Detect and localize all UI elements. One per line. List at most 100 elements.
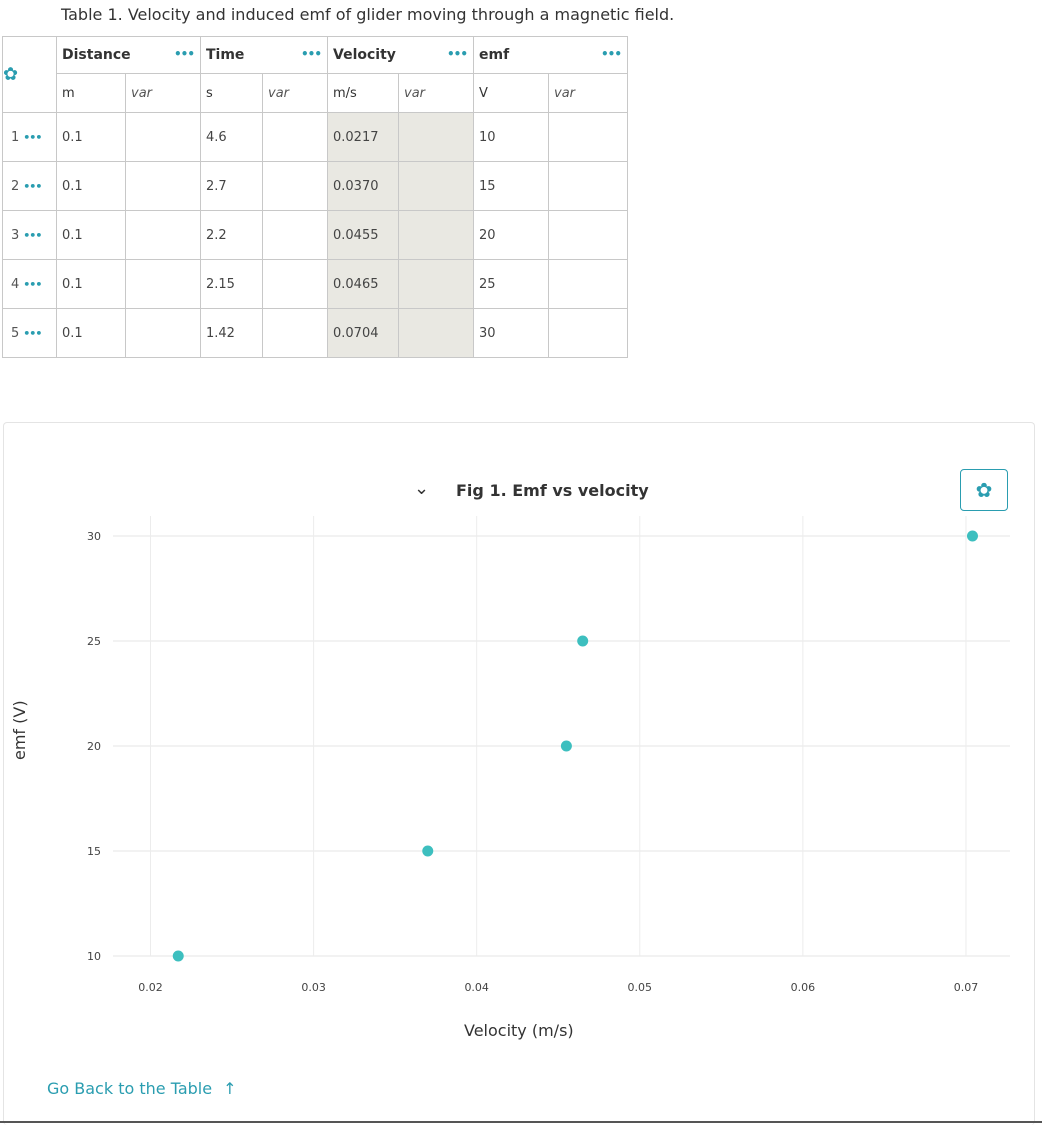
go-back-link[interactable]: Go Back to the Table ↑ — [47, 1079, 237, 1098]
row-menu-icon[interactable]: ••• — [23, 326, 42, 340]
column-menu-icon[interactable]: ••• — [300, 47, 322, 61]
column-header-velocity[interactable]: Velocity ••• — [327, 36, 474, 74]
var-cell[interactable]: var — [262, 73, 328, 113]
var-data-cell[interactable] — [125, 112, 201, 162]
header-row-units: m var s var m/s var V var — [3, 73, 628, 113]
data-cell[interactable]: 0.0704 — [327, 308, 399, 358]
var-data-cell[interactable] — [548, 210, 628, 260]
data-cell[interactable]: 25 — [473, 259, 549, 309]
data-cell[interactable]: 10 — [473, 112, 549, 162]
var-data-cell[interactable] — [262, 308, 328, 358]
y-tick-label: 15 — [87, 845, 101, 858]
var-data-cell[interactable] — [548, 161, 628, 211]
data-cell[interactable]: 2.15 — [200, 259, 263, 309]
var-data-cell[interactable] — [262, 161, 328, 211]
row-number-cell[interactable]: 5 ••• — [2, 308, 57, 358]
data-cell[interactable]: 2.2 — [200, 210, 263, 260]
x-tick-label: 0.03 — [301, 981, 326, 994]
x-tick-label: 0.04 — [464, 981, 489, 994]
var-data-cell[interactable] — [125, 161, 201, 211]
data-cell[interactable]: 0.1 — [56, 161, 126, 211]
x-tick-label: 0.02 — [138, 981, 163, 994]
row-number-cell[interactable]: 2 ••• — [2, 161, 57, 211]
unit-cell[interactable]: m — [56, 73, 126, 113]
var-data-cell[interactable] — [398, 112, 474, 162]
var-cell[interactable]: var — [125, 73, 201, 113]
row-number-cell[interactable]: 4 ••• — [2, 259, 57, 309]
table-row: 1 ••• 0.1 4.6 0.0217 10 — [2, 112, 628, 162]
x-tick-label: 0.05 — [628, 981, 653, 994]
arrow-up-icon: ↑ — [223, 1079, 237, 1098]
row-number: 3 — [11, 227, 20, 243]
data-point[interactable] — [577, 635, 589, 647]
row-number: 1 — [11, 129, 20, 145]
var-data-cell[interactable] — [262, 112, 328, 162]
data-point[interactable] — [172, 950, 184, 962]
data-cell[interactable]: 4.6 — [200, 112, 263, 162]
var-data-cell[interactable] — [548, 259, 628, 309]
row-menu-icon[interactable]: ••• — [23, 277, 42, 291]
go-back-label: Go Back to the Table — [47, 1079, 213, 1098]
var-data-cell[interactable] — [398, 210, 474, 260]
unit-cell[interactable]: s — [200, 73, 263, 113]
data-cell[interactable]: 1.42 — [200, 308, 263, 358]
data-cell[interactable]: 0.1 — [56, 259, 126, 309]
var-data-cell[interactable] — [398, 308, 474, 358]
data-cell[interactable]: 0.0465 — [327, 259, 399, 309]
var-cell[interactable]: var — [548, 73, 628, 113]
var-data-cell[interactable] — [125, 308, 201, 358]
data-point[interactable] — [560, 740, 572, 752]
row-menu-icon[interactable]: ••• — [23, 130, 42, 144]
var-data-cell[interactable] — [125, 259, 201, 309]
y-axis-label: emf (V) — [10, 700, 29, 760]
column-menu-icon[interactable]: ••• — [446, 47, 468, 61]
column-header-emf[interactable]: emf ••• — [473, 36, 628, 74]
var-cell[interactable]: var — [398, 73, 474, 113]
column-menu-icon[interactable]: ••• — [600, 47, 622, 61]
data-point[interactable] — [422, 845, 434, 857]
var-data-cell[interactable] — [548, 308, 628, 358]
x-tick-label: 0.06 — [791, 981, 816, 994]
column-header-time[interactable]: Time ••• — [200, 36, 328, 74]
row-number: 2 — [11, 178, 20, 194]
data-cell[interactable]: 20 — [473, 210, 549, 260]
data-cell[interactable]: 15 — [473, 161, 549, 211]
row-number-cell[interactable]: 3 ••• — [2, 210, 57, 260]
data-table: ✿ Distance ••• Time ••• Velocity ••• emf •••… — [2, 36, 628, 358]
var-data-cell[interactable] — [262, 259, 328, 309]
data-cell[interactable]: 30 — [473, 308, 549, 358]
data-cell[interactable]: 0.0217 — [327, 112, 399, 162]
data-cell[interactable]: 2.7 — [200, 161, 263, 211]
var-data-cell[interactable] — [398, 259, 474, 309]
y-tick-label: 30 — [87, 530, 101, 543]
column-name: Distance — [62, 47, 131, 63]
row-menu-icon[interactable]: ••• — [23, 179, 42, 193]
var-data-cell[interactable] — [398, 161, 474, 211]
data-cell[interactable]: 0.1 — [56, 210, 126, 260]
var-data-cell[interactable] — [262, 210, 328, 260]
table-settings-gear-icon[interactable]: ✿ — [2, 36, 57, 113]
x-axis-label: Velocity (m/s) — [464, 1021, 574, 1040]
row-number: 5 — [11, 325, 20, 341]
data-cell[interactable]: 0.1 — [56, 112, 126, 162]
chevron-down-icon[interactable]: ⌄ — [414, 478, 430, 499]
unit-cell[interactable]: V — [473, 73, 549, 113]
data-cell[interactable]: 0.0370 — [327, 161, 399, 211]
chart-settings-gear-icon[interactable]: ✿ — [960, 469, 1008, 511]
row-menu-icon[interactable]: ••• — [23, 228, 42, 242]
data-cell[interactable]: 0.0455 — [327, 210, 399, 260]
x-tick-label: 0.07 — [954, 981, 979, 994]
column-header-distance[interactable]: Distance ••• — [56, 36, 201, 74]
data-point[interactable] — [966, 530, 978, 542]
row-number-cell[interactable]: 1 ••• — [2, 112, 57, 162]
column-menu-icon[interactable]: ••• — [173, 47, 195, 61]
data-cell[interactable]: 0.1 — [56, 308, 126, 358]
var-data-cell[interactable] — [125, 210, 201, 260]
table-caption: Table 1. Velocity and induced emf of gli… — [61, 5, 675, 24]
figure-panel — [3, 422, 1035, 1125]
figure-title: Fig 1. Emf vs velocity — [456, 481, 649, 500]
unit-cell[interactable]: m/s — [327, 73, 399, 113]
column-name: Velocity — [333, 47, 396, 63]
var-data-cell[interactable] — [548, 112, 628, 162]
bottom-divider — [0, 1121, 1042, 1123]
